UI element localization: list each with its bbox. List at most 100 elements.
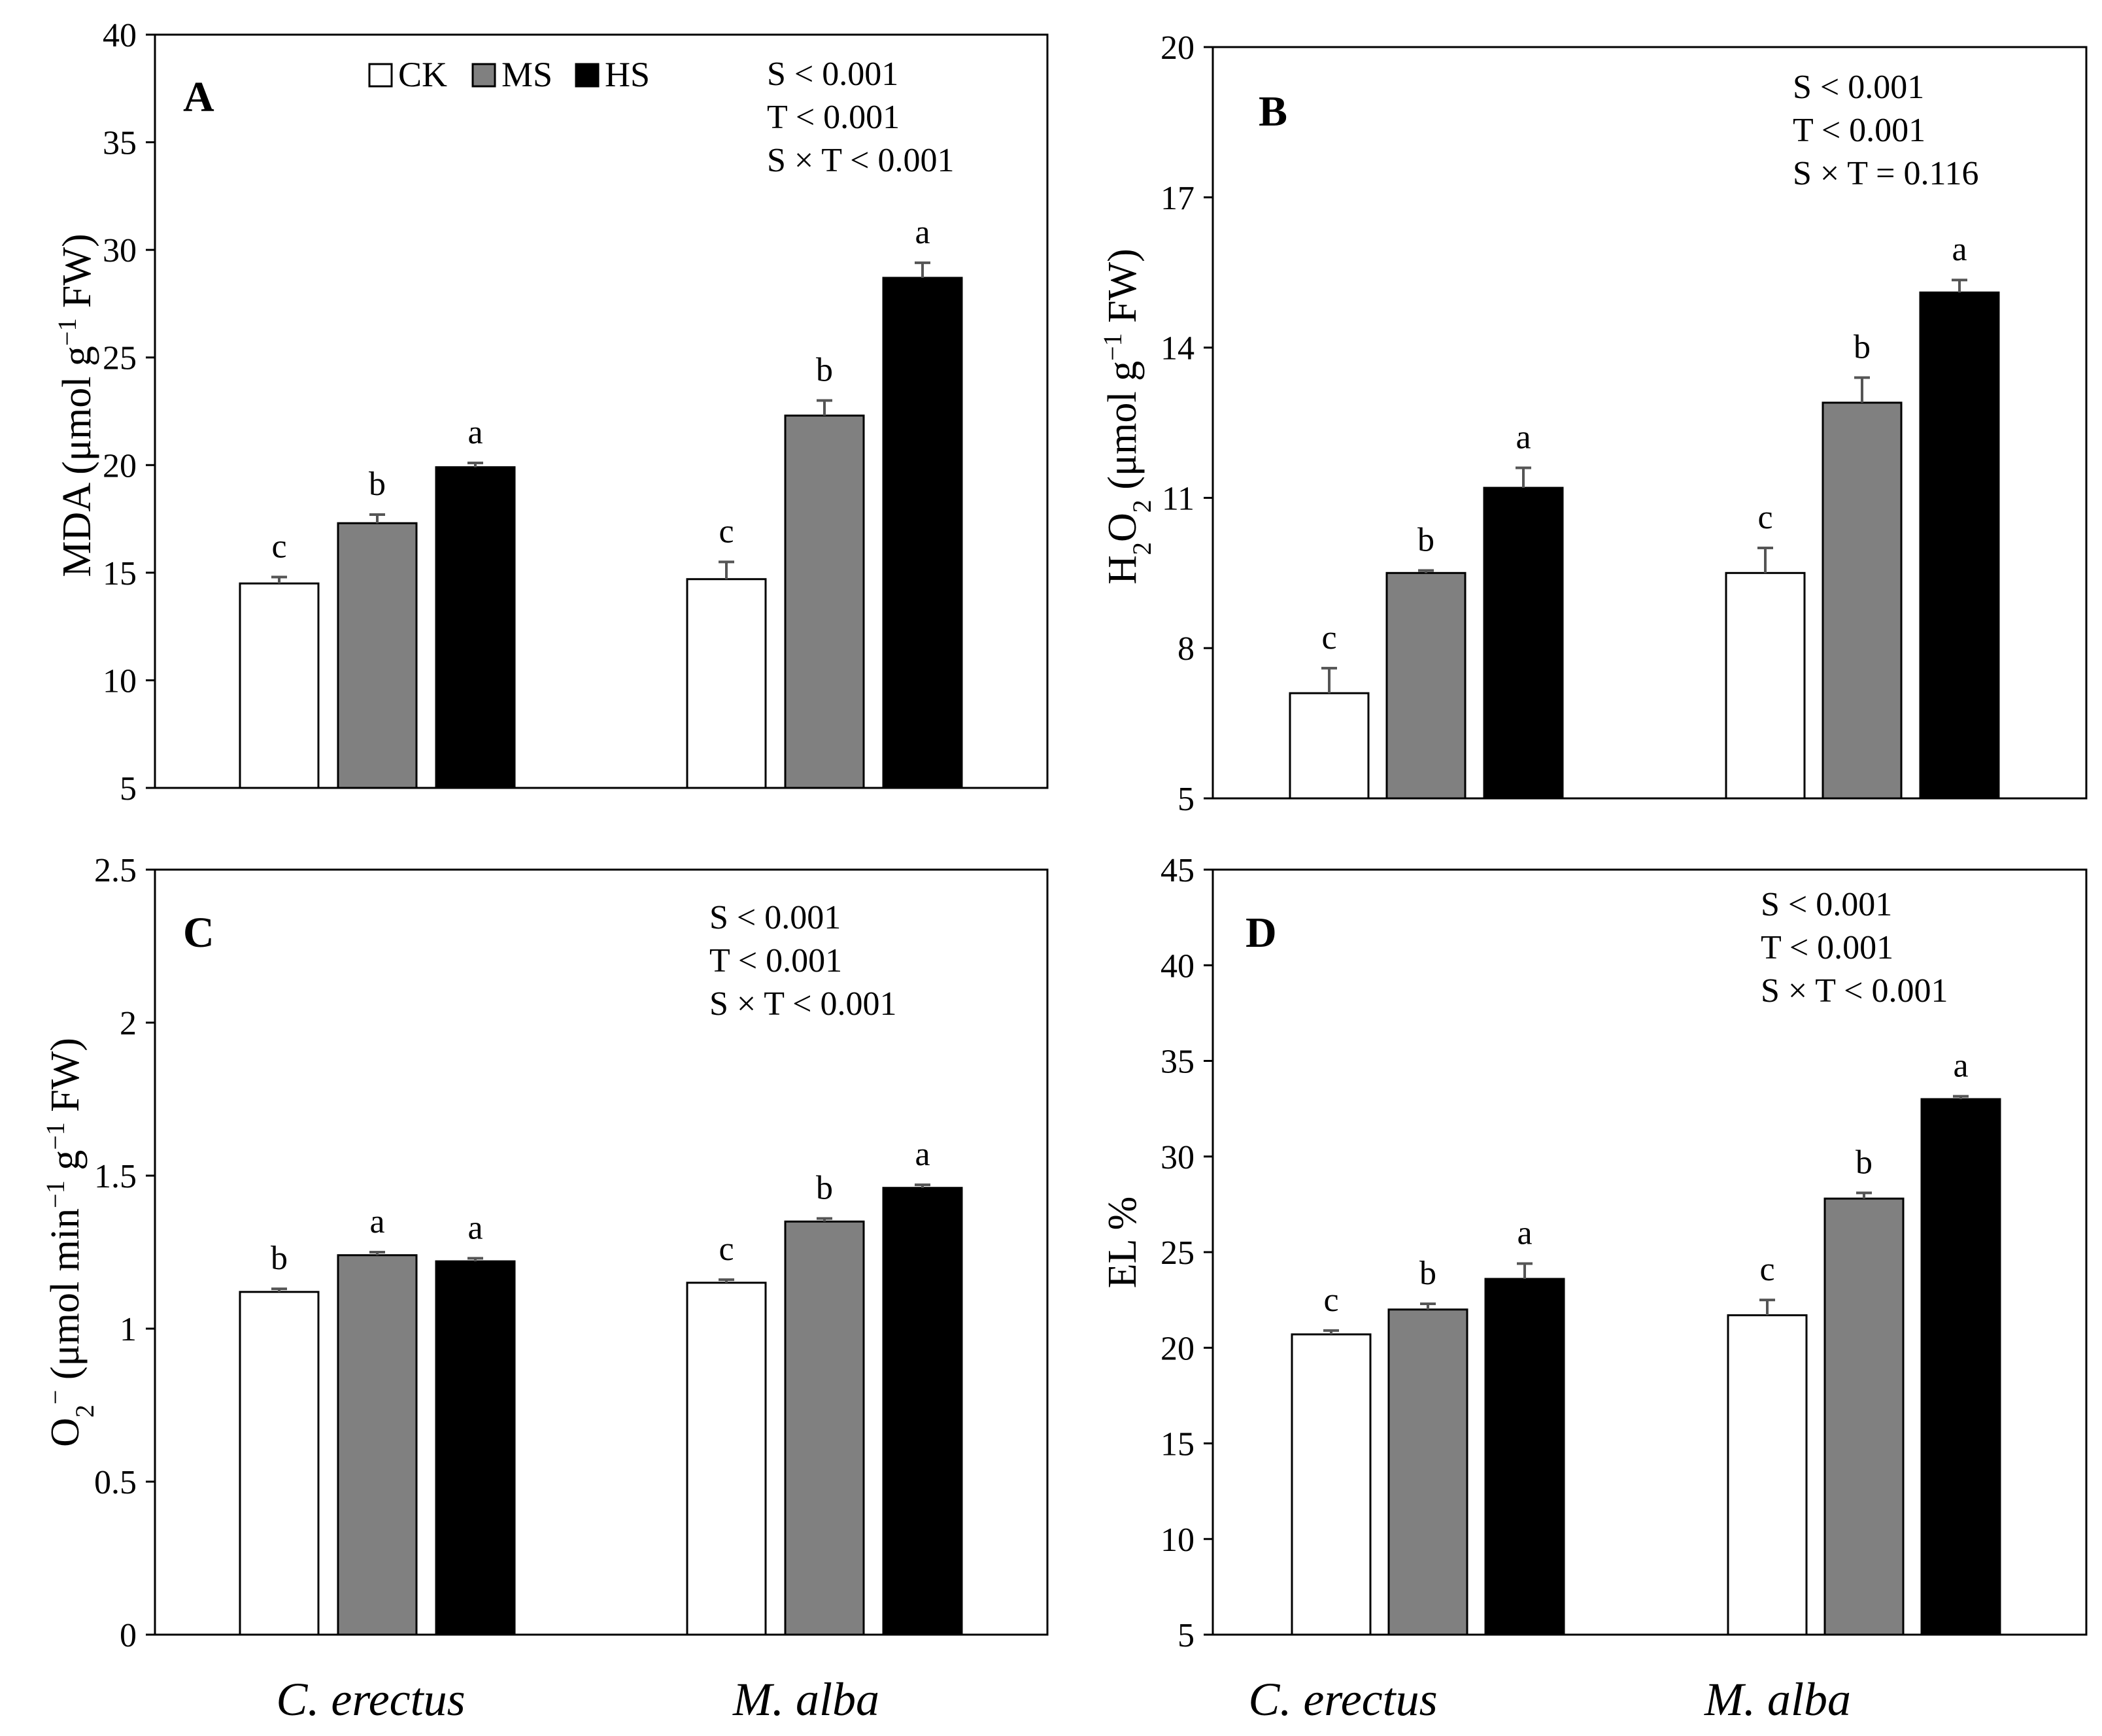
stats-line: S × T = 0.116: [1793, 155, 1979, 192]
bar: [435, 1260, 516, 1636]
significance-letter: b: [816, 352, 833, 389]
y-axis-label-part: (μmol g: [1100, 361, 1145, 500]
significance-letter: b: [271, 1240, 288, 1277]
y-tick-label: 2.5: [94, 852, 137, 889]
y-tick-label: 1: [120, 1311, 137, 1348]
bar: [435, 466, 516, 789]
significance-letter: a: [369, 1203, 384, 1240]
significance-letter: b: [1417, 521, 1434, 558]
y-tick-label: 40: [1161, 947, 1195, 985]
y-axis-label-part: 2: [1127, 500, 1157, 513]
bar: [1387, 1308, 1468, 1636]
panel-D: 5 10 15 20 25 30 35 40 45 EL % D S < 0.001 T < 0.001…: [1100, 852, 2088, 1654]
plot-frame: [1212, 46, 2088, 800]
y-tick-label: 14: [1161, 330, 1195, 367]
significance-letter: a: [1517, 1215, 1532, 1252]
legend: CK MS HS: [368, 55, 650, 94]
significance-letter: c: [1759, 1251, 1774, 1288]
significance-letter: b: [1419, 1255, 1436, 1292]
significance-letter: c: [1323, 1282, 1338, 1319]
panel-letter: C: [183, 909, 214, 957]
y-axis-label: EL %: [1100, 1197, 1145, 1289]
stats-line: T < 0.001: [1793, 112, 1925, 149]
y-axis-label-part: O: [43, 1418, 88, 1447]
significance-letter: b: [369, 466, 386, 503]
panel-letter: D: [1246, 909, 1277, 957]
bar: [882, 277, 963, 789]
x-category-label-right-1: M. alba: [1704, 1673, 1851, 1726]
y-tick-label: 5: [1178, 781, 1195, 818]
significance-letter: c: [1321, 619, 1336, 656]
bar: [1291, 1333, 1372, 1636]
y-axis-label-part: EL %: [1100, 1197, 1145, 1289]
bar: [882, 1187, 963, 1636]
legend-swatch: [471, 63, 496, 88]
bar: [1385, 571, 1466, 800]
legend-swatch: [575, 63, 600, 88]
bar: [1822, 401, 1903, 800]
significance-letter: c: [271, 528, 286, 565]
y-tick-label: 20: [103, 447, 137, 485]
significance-letter: a: [1953, 1047, 1968, 1085]
bar: [686, 1282, 767, 1636]
stats-line: T < 0.001: [767, 99, 900, 136]
significance-letter: c: [719, 1231, 734, 1268]
y-tick-label: 35: [103, 125, 137, 162]
bar: [1920, 1098, 2001, 1636]
significance-letter: c: [1757, 499, 1772, 536]
panel-letter: A: [183, 73, 214, 121]
significance-letter: a: [1952, 231, 1967, 268]
bar: [1919, 291, 2000, 800]
stats-line: S × T < 0.001: [1761, 972, 1948, 1010]
y-axis-label-part: FW): [43, 1038, 88, 1122]
significance-letter: b: [1854, 329, 1871, 366]
y-axis-label-part: O: [1100, 513, 1145, 542]
bar: [1484, 1278, 1565, 1636]
bar: [1727, 1314, 1808, 1636]
y-axis-label-part: g: [43, 1150, 88, 1181]
legend-label: CK: [398, 55, 447, 94]
panel-letter: B: [1259, 88, 1287, 135]
x-category-label-left-0: C. erectus: [276, 1673, 466, 1726]
y-axis-label-part: −1: [52, 318, 82, 347]
y-axis-label-part: −1: [1098, 333, 1127, 361]
significance-letter: b: [1856, 1144, 1873, 1181]
legend-label: MS: [501, 55, 552, 94]
bar: [239, 1291, 320, 1636]
y-tick-label: 0.5: [94, 1464, 137, 1501]
bar: [784, 415, 865, 789]
bar: [239, 582, 320, 789]
significance-letter: a: [467, 1209, 483, 1246]
y-tick-label: 30: [103, 232, 137, 269]
y-tick-label: 1.5: [94, 1158, 137, 1195]
y-axis-label-part: H: [1100, 555, 1145, 585]
y-tick-label: 8: [1178, 630, 1195, 668]
y-axis-label-part: 2: [70, 1404, 99, 1418]
panel-A: 5 10 15 20 25 30 35 40 MDA (μmol g−1 FW) A S < 0.0…: [52, 17, 1049, 808]
stats-line: T < 0.001: [1761, 929, 1893, 966]
y-tick-label: 10: [103, 662, 137, 700]
y-tick-label: 20: [1161, 29, 1195, 67]
stats-line: S < 0.001: [767, 56, 898, 93]
bar: [1823, 1197, 1905, 1636]
y-axis-label-part: FW): [55, 233, 99, 318]
y-axis-label-part: 2: [1127, 542, 1157, 555]
stats-line: S < 0.001: [1761, 886, 1892, 923]
y-tick-label: 0: [120, 1617, 137, 1654]
y-tick-label: 40: [103, 17, 137, 54]
bar: [337, 1254, 418, 1636]
y-axis-label: O2− (μmol min−1 g−1 FW): [41, 1038, 99, 1447]
y-tick-label: 17: [1161, 180, 1195, 217]
x-category-label-right-0: C. erectus: [1248, 1673, 1438, 1726]
y-tick-label: 25: [1161, 1234, 1195, 1272]
stats-line: S < 0.001: [1793, 69, 1924, 106]
panel-C: 00.511.522.5O2− (μmol min−1 g−1 FW)C S < …: [41, 852, 1049, 1654]
y-tick-label: 5: [1178, 1617, 1195, 1654]
legend-label: HS: [605, 55, 650, 94]
y-axis-label-part: (μmol min: [43, 1208, 88, 1390]
significance-letter: b: [816, 1170, 833, 1207]
y-tick-label: 35: [1161, 1044, 1195, 1081]
y-tick-label: 25: [103, 340, 137, 377]
